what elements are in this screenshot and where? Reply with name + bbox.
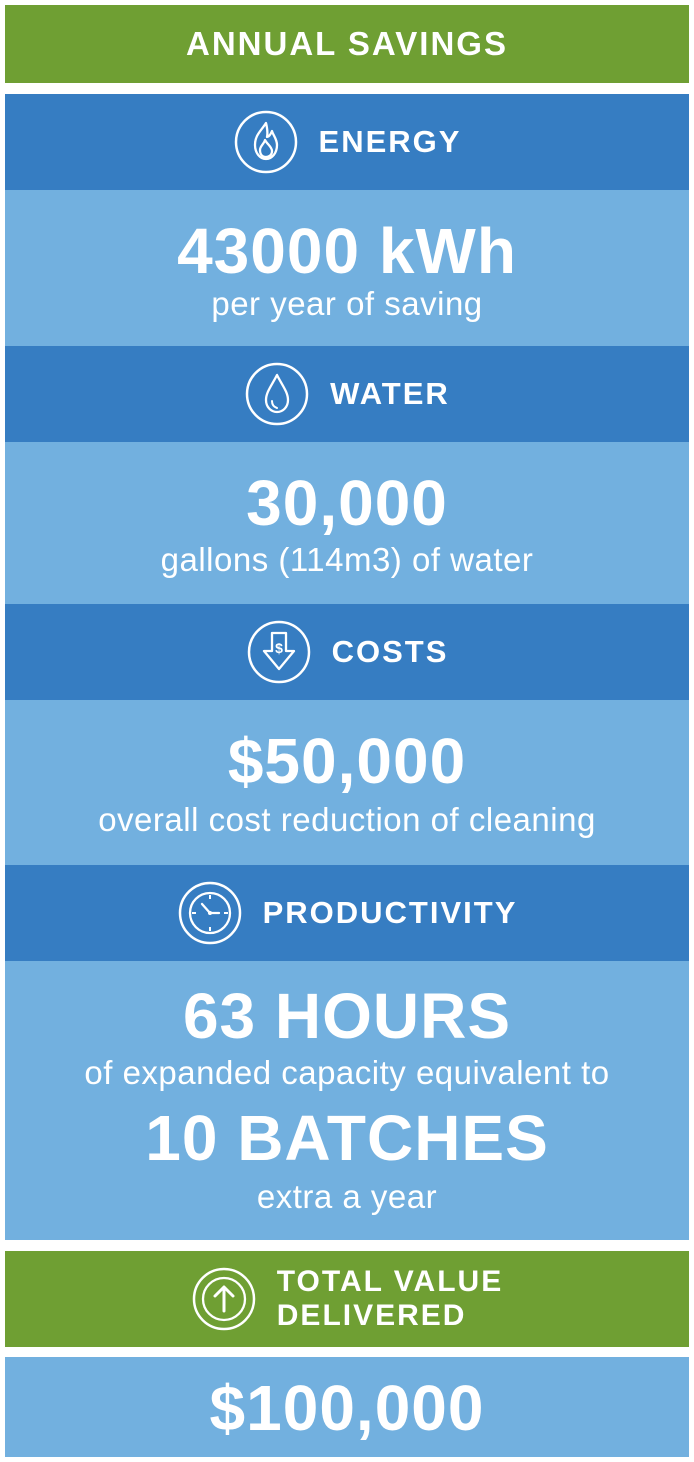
water-value-panel: 30,000 gallons (114m3) of water — [5, 442, 689, 604]
water-drop-icon — [244, 361, 310, 427]
costs-title: COSTS — [331, 634, 449, 669]
total-value-title-line1: TOTAL VALUE — [276, 1265, 504, 1298]
costs-value-panel: $50,000 overall cost reduction of cleani… — [5, 700, 689, 865]
water-value: 30,000 — [246, 467, 448, 539]
energy-caption: per year of saving — [211, 285, 483, 322]
annual-savings-header: ANNUAL SAVINGS — [5, 5, 689, 83]
energy-value: 43000 kWh — [177, 215, 517, 287]
costs-caption: overall cost reduction of cleaning — [98, 801, 596, 838]
productivity-caption: of expanded capacity equivalent to — [84, 1054, 610, 1091]
water-section-header: WATER — [5, 346, 689, 442]
costs-section-header: $ COSTS — [5, 604, 689, 700]
energy-section-header: ENERGY — [5, 94, 689, 190]
total-value-panel: $100,000 — [5, 1357, 689, 1457]
productivity-caption-2: extra a year — [256, 1178, 438, 1215]
dollar-down-arrow-icon: $ — [246, 619, 312, 685]
water-caption: gallons (114m3) of water — [160, 541, 534, 578]
productivity-title: PRODUCTIVITY — [262, 895, 518, 930]
energy-title: ENERGY — [318, 124, 462, 159]
energy-value-panel: 43000 kWh per year of saving — [5, 190, 689, 346]
costs-value: $50,000 — [227, 725, 467, 797]
productivity-batches-value: 10 BATCHES — [145, 1102, 549, 1174]
total-value-title: TOTAL VALUE DELIVERED — [277, 1265, 503, 1333]
total-value: $100,000 — [209, 1372, 485, 1444]
svg-text:$: $ — [275, 640, 283, 656]
productivity-section-header: PRODUCTIVITY — [5, 865, 689, 961]
total-value-title-line2: DELIVERED — [276, 1299, 467, 1332]
total-value-header: TOTAL VALUE DELIVERED — [5, 1251, 689, 1347]
productivity-hours-value: 63 HOURS — [182, 980, 512, 1052]
up-arrow-icon — [191, 1266, 257, 1332]
water-title: WATER — [330, 376, 450, 411]
clock-icon — [177, 880, 243, 946]
flame-icon — [233, 109, 299, 175]
productivity-value-panel: 63 HOURS of expanded capacity equivalent… — [5, 961, 689, 1240]
page-title: ANNUAL SAVINGS — [186, 25, 508, 62]
